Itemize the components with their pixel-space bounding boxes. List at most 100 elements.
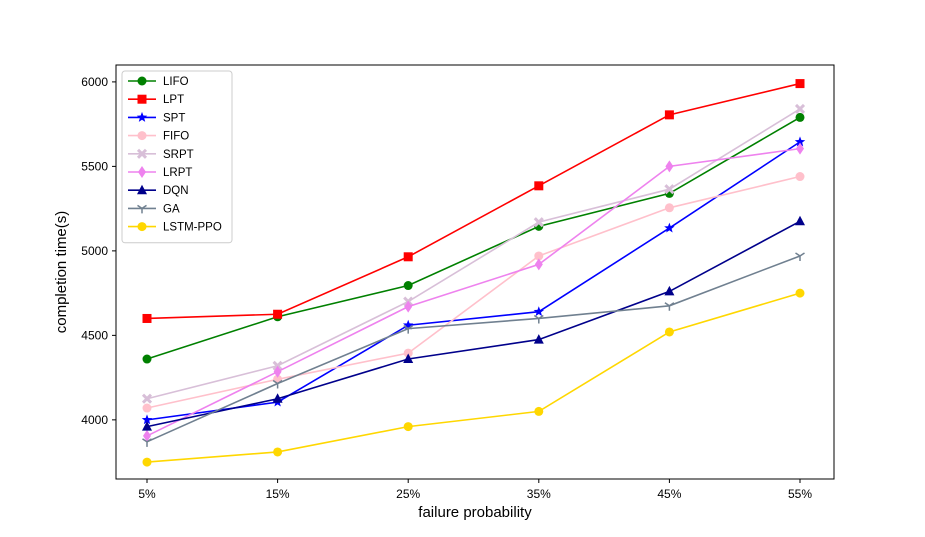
legend-marker (136, 111, 148, 122)
legend-marker (136, 148, 148, 159)
legend-label: GA (163, 203, 180, 215)
series-line-spt (146, 141, 801, 421)
data-point-lifo (795, 112, 805, 122)
legend-marker (137, 204, 147, 214)
legend-marker (137, 222, 147, 232)
legend-label: DQN (163, 185, 189, 197)
series-line-fifo (146, 175, 801, 409)
legend-frame (121, 70, 233, 244)
data-point-lstm-ppo (403, 422, 413, 432)
series-lstm-ppo (142, 288, 805, 467)
series-ga (142, 252, 805, 447)
data-point-lpt (142, 313, 152, 323)
data-point-lpt (534, 181, 544, 191)
legend-entry-dqn: DQN (128, 184, 189, 197)
data-point-lpt (664, 110, 674, 120)
y-tick-label: 5500 (81, 159, 108, 173)
y-axis-ticks: 4000 4500 5000 5500 6000 (81, 75, 116, 427)
legend-label: LIFO (163, 76, 189, 88)
data-point-dqn (795, 215, 805, 226)
data-point-ga (795, 252, 805, 261)
legend-label: SPT (163, 112, 185, 124)
legend-label: LSTM-PPO (163, 222, 222, 234)
data-point-lrpt (404, 300, 413, 313)
series-dqn (142, 215, 805, 431)
x-axis-label: failure probability (418, 504, 532, 521)
data-point-lstm-ppo (273, 447, 283, 457)
data-point-lrpt (534, 258, 543, 271)
legend: LIFO LPT SPT FIFO SRPT LRPT DQN GA LSTM-PPO (121, 70, 233, 244)
y-axis-label: completion time(s) (53, 211, 70, 334)
data-point-dqn (142, 421, 152, 431)
series-line-lpt (146, 82, 801, 320)
data-point-lifo (403, 281, 413, 291)
x-tick-label: 5% (138, 487, 156, 501)
legend-entry-spt: SPT (128, 111, 185, 124)
legend-label: LRPT (163, 167, 192, 179)
data-point-srpt (141, 393, 153, 404)
legend-entry-lstm-ppo: LSTM-PPO (128, 222, 222, 234)
data-point-ga (533, 314, 544, 324)
data-point-lstm-ppo (534, 406, 544, 416)
data-point-ga (664, 302, 675, 311)
data-point-fifo (142, 403, 152, 413)
x-tick-label: 45% (657, 487, 681, 501)
y-tick-label: 5000 (81, 244, 108, 258)
data-point-lpt (795, 79, 805, 89)
data-point-spt (141, 414, 153, 425)
data-point-lpt (403, 252, 413, 262)
data-point-ga (142, 438, 152, 447)
series-line-ga (146, 255, 801, 443)
legend-marker (138, 166, 146, 178)
data-point-spt (533, 306, 545, 317)
data-point-srpt (664, 184, 675, 195)
legend-marker (137, 76, 147, 86)
data-point-lifo (142, 354, 152, 364)
data-point-lrpt (665, 160, 674, 173)
x-tick-label: 15% (266, 487, 290, 501)
y-tick-label: 6000 (81, 75, 108, 89)
data-point-dqn (533, 334, 544, 344)
data-point-ga (272, 379, 283, 389)
series-line-lrpt (146, 147, 801, 437)
data-point-lrpt (273, 365, 282, 378)
legend-entry-fifo: FIFO (128, 131, 189, 143)
data-point-dqn (664, 285, 675, 296)
legend-marker (137, 184, 147, 195)
y-tick-label: 4000 (81, 413, 108, 427)
x-tick-label: 25% (396, 487, 420, 501)
series-layer (141, 79, 806, 467)
data-point-lpt (273, 309, 283, 319)
data-point-ga (403, 324, 414, 334)
legend-entry-lpt: LPT (128, 94, 184, 106)
data-point-spt (664, 222, 675, 233)
series-lrpt (143, 142, 804, 442)
legend-entry-ga: GA (128, 203, 180, 215)
legend-label: LPT (163, 94, 184, 106)
series-line-lstm-ppo (146, 292, 801, 463)
data-point-fifo (795, 172, 805, 182)
data-point-fifo (403, 348, 413, 358)
data-point-lstm-ppo (142, 457, 152, 467)
legend-label: SRPT (163, 149, 194, 161)
series-lpt (142, 79, 805, 323)
legend-label: FIFO (163, 131, 189, 143)
series-line-lifo (146, 116, 801, 360)
series-line-srpt (146, 108, 801, 400)
series-line-dqn (146, 220, 801, 428)
data-point-dqn (403, 353, 414, 364)
data-point-lrpt (796, 142, 804, 155)
legend-marker (137, 94, 147, 104)
x-tick-label: 55% (788, 487, 812, 501)
data-point-fifo (664, 203, 674, 213)
legend-entry-lifo: LIFO (128, 76, 189, 88)
x-axis-ticks: 5% 15% 25% 35% 45% 55% (138, 479, 812, 501)
legend-marker (137, 131, 147, 141)
legend-entry-srpt: SRPT (128, 148, 194, 161)
data-point-srpt (533, 217, 544, 228)
data-point-lstm-ppo (664, 327, 674, 337)
data-point-spt (794, 136, 806, 147)
data-point-dqn (272, 393, 283, 403)
data-point-srpt (794, 103, 806, 114)
